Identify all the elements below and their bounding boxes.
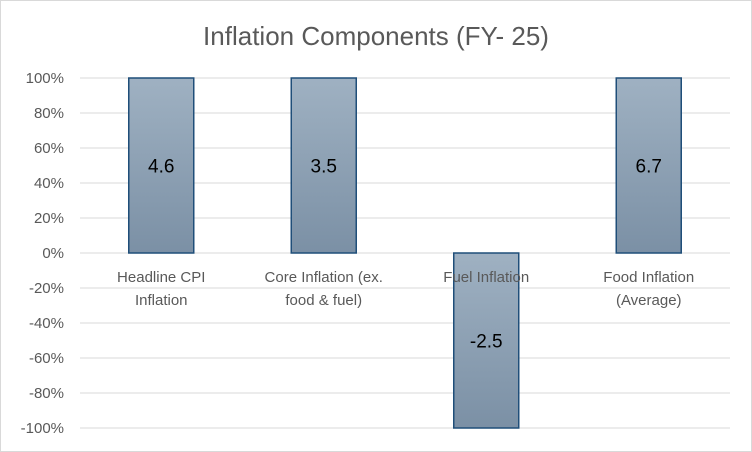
bar: [453, 252, 520, 429]
category-label: Headline CPI: [117, 269, 205, 286]
category-label: Inflation: [135, 292, 188, 309]
bar: [290, 77, 357, 254]
y-tick-label: -80%: [29, 385, 64, 402]
category-label: Food Inflation: [603, 269, 694, 286]
y-tick-label: -100%: [21, 420, 64, 437]
category-label: food & fuel): [285, 292, 362, 309]
y-tick-label: -60%: [29, 350, 64, 367]
y-tick-label: 40%: [34, 175, 64, 192]
y-tick-label: 100%: [26, 70, 64, 87]
category-label: (Average): [616, 292, 682, 309]
y-tick-label: 60%: [34, 140, 64, 157]
y-tick-label: -40%: [29, 315, 64, 332]
y-tick-label: -20%: [29, 280, 64, 297]
category-label: Core Inflation (ex.: [265, 269, 383, 286]
data-label: 6.7: [636, 157, 662, 178]
data-label: 3.5: [311, 157, 337, 178]
category-label: Fuel Inflation: [443, 269, 529, 286]
chart-title: Inflation Components (FY- 25): [203, 21, 549, 51]
data-label: 4.6: [148, 157, 174, 178]
y-tick-label: 20%: [34, 210, 64, 227]
y-tick-label: 80%: [34, 105, 64, 122]
y-tick-label: 0%: [42, 245, 64, 262]
bar: [128, 77, 195, 254]
bar: [615, 77, 682, 254]
data-label: -2.5: [470, 332, 503, 353]
